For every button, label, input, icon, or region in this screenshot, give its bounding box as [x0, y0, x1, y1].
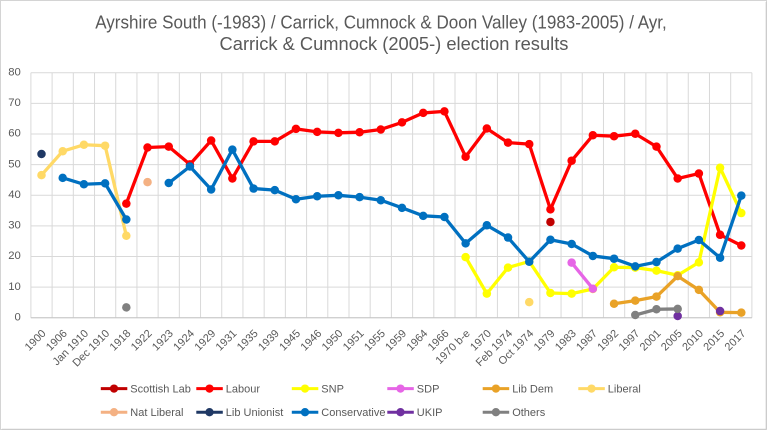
svg-text:70: 70	[8, 97, 21, 109]
svg-text:Others: Others	[512, 407, 546, 419]
svg-text:SNP: SNP	[321, 384, 344, 396]
svg-text:SDP: SDP	[417, 384, 440, 396]
svg-text:Nat Liberal: Nat Liberal	[130, 407, 183, 419]
svg-text:Scottish Lab: Scottish Lab	[130, 384, 191, 396]
svg-text:Lib Unionist: Lib Unionist	[226, 407, 283, 419]
svg-text:Labour: Labour	[226, 384, 261, 396]
svg-text:10: 10	[8, 281, 21, 293]
svg-text:Lib Dem: Lib Dem	[512, 384, 553, 396]
svg-text:Conservative: Conservative	[321, 407, 385, 419]
svg-text:30: 30	[8, 220, 21, 232]
svg-text:0: 0	[15, 311, 21, 323]
svg-text:20: 20	[8, 250, 21, 262]
svg-text:60: 60	[8, 128, 21, 140]
svg-text:UKIP: UKIP	[417, 407, 443, 419]
svg-text:40: 40	[8, 189, 21, 201]
svg-text:Carrick & Cumnock (2005-) elec: Carrick & Cumnock (2005-) election resul…	[220, 33, 569, 54]
svg-text:80: 80	[8, 66, 21, 78]
svg-text:Liberal: Liberal	[608, 384, 641, 396]
svg-text:Ayrshire South (-1983) / Carri: Ayrshire South (-1983) / Carrick, Cumnoc…	[95, 12, 667, 33]
svg-text:50: 50	[8, 158, 21, 170]
